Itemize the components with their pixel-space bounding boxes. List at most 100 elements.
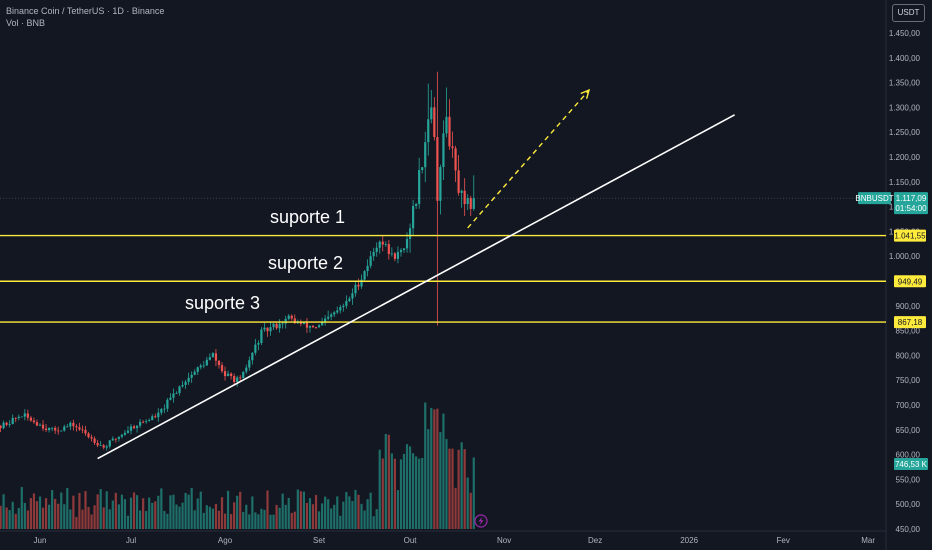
volume-bar bbox=[187, 494, 190, 529]
volume-bar bbox=[157, 495, 160, 529]
volume-bar bbox=[69, 509, 72, 529]
y-tick-label: 650,00 bbox=[896, 426, 921, 435]
volume-bar bbox=[29, 498, 32, 529]
candle-body bbox=[372, 251, 375, 257]
x-tick-label: Ago bbox=[218, 536, 233, 545]
volume-bar bbox=[348, 496, 351, 529]
candle-body bbox=[360, 279, 363, 287]
candle-body bbox=[457, 170, 460, 193]
volume-bar bbox=[442, 413, 445, 529]
candle-body bbox=[123, 432, 127, 435]
volume-bar bbox=[293, 511, 296, 529]
volume-bar bbox=[148, 497, 151, 529]
candle-body bbox=[348, 298, 351, 302]
y-tick-label: 1.150,00 bbox=[889, 178, 921, 187]
volume-bar bbox=[402, 453, 406, 529]
volume-bar bbox=[381, 458, 384, 529]
candle-body bbox=[321, 322, 324, 326]
volume-bar bbox=[424, 402, 427, 529]
projection-arrow bbox=[467, 89, 590, 229]
y-tick-label: 1.400,00 bbox=[889, 54, 921, 63]
candle-body bbox=[324, 318, 327, 323]
volume-bar bbox=[369, 492, 372, 529]
volume-bar bbox=[363, 510, 366, 529]
lightning-icon bbox=[474, 514, 488, 528]
volume-bar bbox=[412, 453, 415, 529]
volume-bar bbox=[26, 510, 29, 529]
candle-body bbox=[178, 386, 181, 394]
candle-body bbox=[281, 323, 284, 325]
candle-body bbox=[263, 327, 266, 330]
x-tick-label: Jul bbox=[126, 536, 136, 545]
support-price-tag bbox=[894, 229, 926, 242]
volume-bar bbox=[421, 457, 424, 529]
candle-body bbox=[187, 377, 190, 382]
last-price-value: 1.117,09 bbox=[896, 194, 927, 203]
candle-body bbox=[63, 426, 66, 431]
volume-bar bbox=[317, 511, 321, 529]
candle-body bbox=[314, 327, 318, 328]
volume-bar bbox=[114, 492, 117, 529]
candle-body bbox=[214, 353, 218, 361]
candle-body bbox=[154, 416, 157, 418]
volume-bar bbox=[129, 497, 133, 529]
volume-bar bbox=[251, 496, 254, 529]
candle-body bbox=[369, 256, 372, 266]
volume-bar bbox=[38, 496, 42, 529]
volume-bar bbox=[260, 508, 263, 529]
support-price-tag bbox=[894, 275, 926, 288]
volume-bar bbox=[2, 494, 5, 529]
currency-button[interactable]: USDT bbox=[892, 4, 925, 22]
volume-bar bbox=[169, 495, 172, 529]
volume-bar bbox=[345, 491, 348, 529]
candle-body bbox=[93, 438, 96, 443]
y-tick-label: 1.250,00 bbox=[889, 128, 921, 137]
candle-body bbox=[439, 167, 442, 201]
volume-bar bbox=[151, 502, 154, 529]
bar-countdown: 01:54:00 bbox=[895, 204, 927, 213]
volume-bar bbox=[357, 494, 360, 529]
volume-bar bbox=[78, 492, 81, 529]
candle-body bbox=[72, 422, 75, 427]
volume-bar bbox=[190, 487, 193, 529]
candle-body bbox=[445, 116, 448, 134]
volume-bar bbox=[226, 490, 230, 529]
candle-body bbox=[254, 344, 257, 353]
symbol-title[interactable]: Binance Coin / TetherUS · 1D · Binance bbox=[6, 6, 165, 16]
volume-bar bbox=[311, 504, 315, 529]
y-tick-label: 700,00 bbox=[896, 401, 921, 410]
volume-bar bbox=[466, 477, 469, 529]
volume-bar bbox=[96, 494, 99, 529]
volume-bar bbox=[175, 504, 178, 529]
candle-body bbox=[11, 417, 14, 425]
candle-body bbox=[163, 408, 166, 410]
volume-bar bbox=[296, 489, 299, 529]
volume-bar bbox=[448, 448, 451, 529]
volume-bar bbox=[223, 513, 227, 529]
candle-body bbox=[248, 360, 251, 368]
volume-bar bbox=[360, 503, 363, 529]
candle-body bbox=[415, 203, 418, 206]
volume-bar bbox=[351, 500, 354, 529]
volume-bar bbox=[248, 514, 251, 529]
candle-body bbox=[20, 416, 23, 418]
volume-bar bbox=[393, 458, 396, 529]
volume-bar bbox=[108, 509, 111, 529]
volume-bar bbox=[472, 457, 475, 529]
volume-bar bbox=[163, 510, 166, 529]
candle-body bbox=[51, 427, 54, 429]
x-tick-label: Out bbox=[404, 536, 418, 545]
candle-body bbox=[169, 397, 172, 400]
candle-body bbox=[41, 424, 45, 429]
volume-bar bbox=[236, 495, 239, 529]
volume-bar bbox=[366, 499, 369, 529]
volume-bar bbox=[308, 498, 312, 529]
volume-bar bbox=[8, 510, 11, 529]
volume-bar bbox=[135, 495, 139, 529]
volume-indicator-label[interactable]: Vol · BNB bbox=[6, 18, 46, 28]
support-price-tag bbox=[894, 316, 926, 329]
volume-bar bbox=[327, 499, 330, 529]
volume-bar bbox=[23, 502, 26, 529]
candle-body bbox=[287, 315, 290, 319]
